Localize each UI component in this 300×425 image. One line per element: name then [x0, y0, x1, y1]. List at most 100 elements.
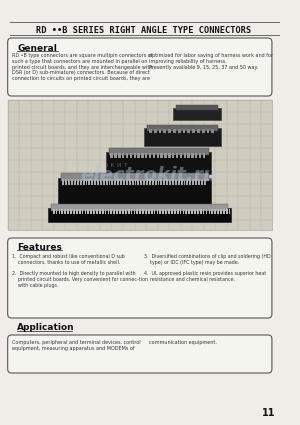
- Text: Features: Features: [17, 243, 62, 252]
- Bar: [90, 209, 92, 214]
- Bar: [194, 209, 196, 214]
- Bar: [132, 179, 134, 185]
- Bar: [202, 129, 205, 133]
- Bar: [178, 179, 180, 185]
- FancyBboxPatch shape: [8, 238, 272, 318]
- Bar: [141, 153, 144, 158]
- Bar: [147, 125, 218, 131]
- Text: General: General: [17, 44, 57, 53]
- Text: 11: 11: [262, 408, 276, 418]
- Bar: [114, 153, 117, 158]
- Bar: [126, 179, 128, 185]
- Bar: [106, 152, 212, 174]
- FancyBboxPatch shape: [8, 335, 272, 373]
- Bar: [192, 179, 194, 185]
- Bar: [130, 153, 132, 158]
- Bar: [191, 209, 193, 214]
- Bar: [223, 209, 225, 214]
- Bar: [122, 153, 124, 158]
- Bar: [93, 209, 95, 214]
- Text: RD •B type connectors are square multipin connectors of
such a type that connect: RD •B type connectors are square multipi…: [11, 53, 152, 81]
- Bar: [77, 179, 79, 185]
- Bar: [114, 179, 116, 185]
- Bar: [168, 153, 170, 158]
- Bar: [177, 209, 178, 214]
- Bar: [229, 209, 230, 214]
- Bar: [129, 179, 131, 185]
- Bar: [137, 179, 139, 185]
- Bar: [163, 179, 165, 185]
- Bar: [199, 153, 201, 158]
- Bar: [71, 179, 73, 185]
- Bar: [143, 179, 145, 185]
- Bar: [134, 179, 136, 185]
- Bar: [200, 209, 202, 214]
- Text: Application: Application: [17, 323, 75, 332]
- Bar: [188, 209, 190, 214]
- Bar: [96, 209, 98, 214]
- Bar: [152, 179, 154, 185]
- Bar: [137, 153, 140, 158]
- Bar: [160, 179, 162, 185]
- Bar: [74, 179, 76, 185]
- Bar: [61, 173, 208, 181]
- Bar: [198, 179, 200, 185]
- Bar: [173, 129, 176, 133]
- Text: 1.  Compact and robust like conventional D sub
    connectors, thanks to use of : 1. Compact and robust like conventional …: [11, 254, 124, 265]
- Text: Computers, peripheral and terminal devices, control
equipment, measuring apparat: Computers, peripheral and terminal devic…: [11, 340, 140, 351]
- Bar: [91, 179, 93, 185]
- Bar: [197, 209, 199, 214]
- Bar: [178, 129, 181, 133]
- Bar: [157, 209, 158, 214]
- Bar: [134, 209, 135, 214]
- Bar: [148, 209, 150, 214]
- Bar: [172, 179, 174, 185]
- Bar: [73, 209, 75, 214]
- Bar: [8, 100, 272, 230]
- Bar: [105, 209, 106, 214]
- Bar: [67, 209, 69, 214]
- Bar: [85, 179, 87, 185]
- Bar: [146, 179, 148, 185]
- Bar: [58, 178, 211, 204]
- Bar: [103, 179, 105, 185]
- Bar: [171, 209, 173, 214]
- Bar: [217, 209, 219, 214]
- Bar: [99, 209, 101, 214]
- Bar: [153, 153, 155, 158]
- Text: communication equipment.: communication equipment.: [149, 340, 217, 345]
- Bar: [203, 153, 205, 158]
- FancyBboxPatch shape: [8, 38, 272, 96]
- Bar: [70, 209, 72, 214]
- Bar: [94, 179, 96, 185]
- Bar: [109, 179, 110, 185]
- Bar: [204, 179, 206, 185]
- Bar: [185, 209, 187, 214]
- Bar: [166, 179, 168, 185]
- Bar: [142, 209, 144, 214]
- Bar: [65, 179, 67, 185]
- Bar: [175, 179, 177, 185]
- Text: 2.  Directly mounted to high density to parallel with
    printed circuit boards: 2. Directly mounted to high density to p…: [11, 271, 148, 288]
- Bar: [139, 209, 141, 214]
- Bar: [80, 179, 82, 185]
- Bar: [110, 209, 112, 214]
- Bar: [212, 209, 213, 214]
- Bar: [160, 153, 163, 158]
- Bar: [180, 153, 182, 158]
- Bar: [157, 153, 159, 158]
- Bar: [97, 179, 99, 185]
- Bar: [88, 179, 90, 185]
- Bar: [87, 209, 89, 214]
- Bar: [183, 129, 185, 133]
- Bar: [155, 179, 157, 185]
- Bar: [163, 129, 166, 133]
- Bar: [206, 209, 207, 214]
- Bar: [48, 208, 231, 222]
- Text: electrokit.ru: electrokit.ru: [80, 165, 218, 184]
- Bar: [56, 209, 58, 214]
- Bar: [176, 153, 178, 158]
- Bar: [172, 153, 174, 158]
- Bar: [113, 209, 115, 214]
- Bar: [122, 209, 124, 214]
